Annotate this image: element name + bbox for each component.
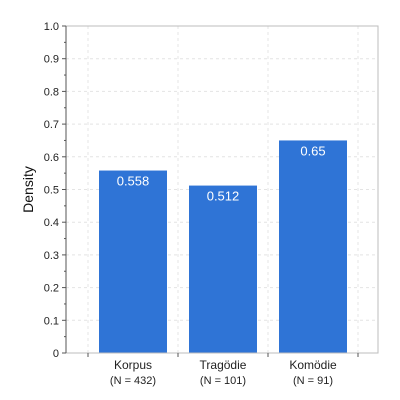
- y-tick-label: 0.4: [44, 217, 59, 229]
- bars: 0.558 0.512 0.65: [99, 140, 347, 353]
- x-axis-categories: Korpus (N = 432) Tragödie (N = 101) Komödie (…: [87, 353, 359, 387]
- bar-value-label: 0.512: [207, 189, 240, 204]
- bar-tragödie: [189, 185, 257, 353]
- y-tick-label: 0.6: [44, 152, 59, 164]
- bar-komödie: [279, 140, 347, 353]
- bar-korpus: [99, 170, 167, 353]
- y-tick-label: 0.5: [44, 185, 59, 197]
- y-axis-ticks: 0 0.1 0.2 0.3 0.4 0.5 0.6 0.7 0.8 0.9 1.0: [44, 21, 66, 360]
- y-tick-label: 0.8: [44, 86, 59, 98]
- bar-value-label: 0.558: [117, 174, 150, 189]
- x-category-label: Komödie: [289, 358, 337, 372]
- y-axis-title: Density: [20, 166, 36, 213]
- x-category-sublabel: (N = 101): [200, 375, 246, 387]
- bar-value-label: 0.65: [300, 143, 325, 158]
- x-category-label: Tragödie: [200, 358, 247, 372]
- y-tick-label: 1.0: [44, 21, 59, 33]
- x-category-sublabel: (N = 91): [293, 375, 333, 387]
- y-tick-label: 0.3: [44, 250, 59, 262]
- y-tick-label: 0.9: [44, 54, 59, 66]
- x-category-sublabel: (N = 432): [110, 375, 156, 387]
- x-category-label: Korpus: [114, 358, 152, 372]
- y-tick-label: 0.1: [44, 315, 59, 327]
- y-tick-label: 0: [53, 348, 59, 360]
- y-tick-label: 0.7: [44, 119, 59, 131]
- y-tick-label: 0.2: [44, 283, 59, 295]
